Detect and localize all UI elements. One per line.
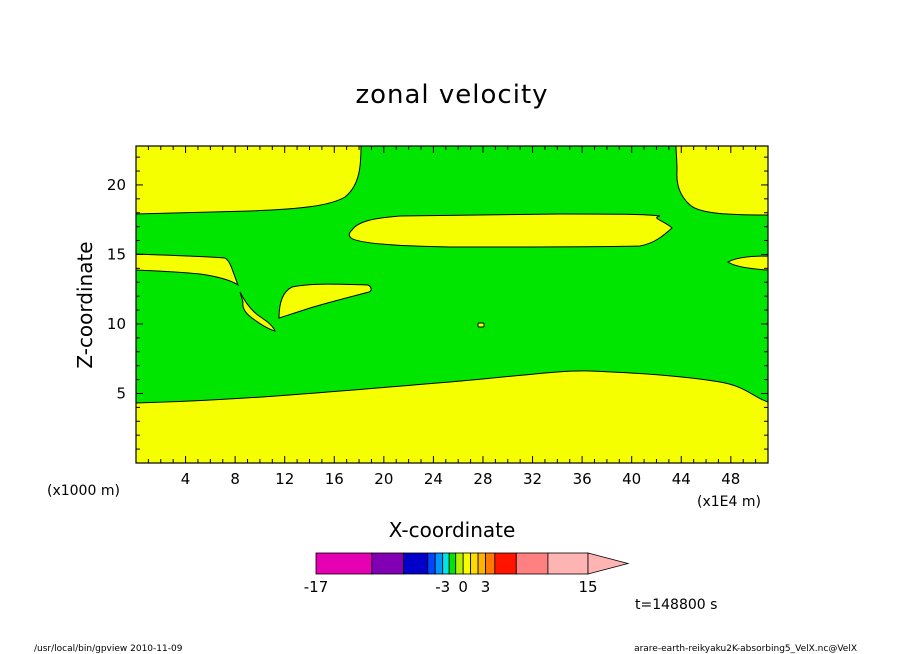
colorbar-segment (371, 552, 404, 575)
colorbar-label: -3 (435, 578, 450, 596)
colorbar-segment (494, 552, 517, 575)
contour-regions (135, 145, 769, 464)
colorbar-segment (427, 552, 436, 575)
colorbar-segment (315, 552, 373, 575)
colorbar-labels: -17 -3 0 3 15 (304, 578, 598, 596)
colorbar-label: -17 (304, 578, 329, 596)
contour-region-top-left (135, 145, 362, 215)
x-unit-note: (x1E4 m) (697, 494, 761, 510)
colorbar-segment (477, 552, 486, 575)
colorbar-segment (442, 552, 450, 575)
x-axis: 4 8 12 16 20 24 28 32 36 40 44 48 (147, 146, 757, 488)
colorbar-segment (455, 552, 464, 575)
x-tick-label: 8 (230, 470, 240, 488)
colorbar-segment (470, 552, 479, 575)
contour-region-right-lobe (727, 255, 769, 271)
plot-frame (135, 145, 769, 464)
x-tick-label: 12 (275, 470, 294, 488)
x-tick-label: 16 (325, 470, 344, 488)
contour-region-top-right (675, 145, 769, 216)
contour-region-bottom (135, 370, 769, 464)
colorbar-label: 0 (458, 578, 468, 596)
x-tick-label: 28 (473, 470, 492, 488)
contour-region-mid-blob (278, 283, 372, 319)
x-tick-label: 4 (181, 470, 191, 488)
footer-left: /usr/local/bin/gpview 2010-11-09 (34, 644, 183, 654)
y-tick-label: 5 (116, 384, 126, 402)
y-tick-label: 15 (107, 245, 126, 263)
colorbar-segment (515, 552, 549, 575)
y-tick-label: 20 (107, 176, 126, 194)
y-tick-label: 10 (107, 315, 126, 333)
contour-region-middle-band (348, 213, 673, 248)
colorbar-overflow-arrow (587, 552, 630, 575)
x-tick-label: 48 (721, 470, 740, 488)
colorbar-label: 15 (578, 578, 597, 596)
time-label: t=148800 s (635, 597, 717, 613)
colorbar (315, 552, 630, 575)
footer-right: arare-earth-reikyaku2K-absorbing5_VelX.n… (634, 644, 857, 654)
colorbar-segment (403, 552, 429, 575)
x-tick-label: 44 (672, 470, 691, 488)
contour-region-left-lobe (135, 253, 240, 287)
x-scale-note: (x1000 m) (47, 483, 120, 499)
y-axis-label: Z-coordinate (73, 241, 97, 368)
contour-region-thin-diagonal (239, 291, 276, 332)
y-axis: 5 10 15 20 (107, 156, 768, 450)
colorbar-segment (485, 552, 496, 575)
x-tick-label: 32 (523, 470, 542, 488)
colorbar-segment (434, 552, 444, 575)
x-tick-label: 20 (374, 470, 393, 488)
x-tick-label: 36 (573, 470, 592, 488)
colorbar-segment (462, 552, 472, 575)
x-axis-label: X-coordinate (389, 518, 516, 542)
x-tick-label: 40 (622, 470, 641, 488)
x-tick-label: 24 (424, 470, 443, 488)
colorbar-label: 3 (481, 578, 491, 596)
contour-region-small-spot (477, 322, 485, 328)
colorbar-segment (547, 552, 589, 575)
colorbar-segment (448, 552, 457, 575)
chart-title: zonal velocity (355, 80, 548, 110)
